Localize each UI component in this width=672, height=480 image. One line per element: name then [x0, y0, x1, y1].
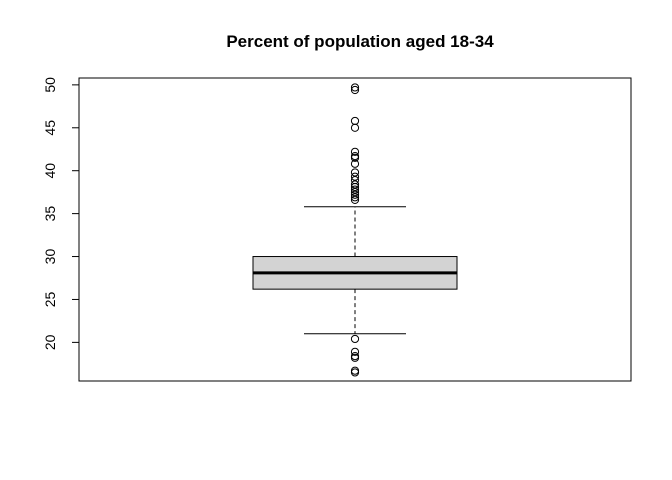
outlier-point — [350, 180, 360, 189]
outlier-point — [350, 85, 360, 95]
y-tick-label: 20 — [42, 334, 58, 350]
outlier-point — [350, 176, 360, 185]
outlier-point — [350, 159, 360, 168]
box-plot — [252, 206, 458, 335]
outlier-point — [350, 352, 360, 361]
y-tick-label: 30 — [42, 249, 58, 265]
outliers — [350, 83, 360, 377]
outlier-point — [350, 147, 360, 156]
outlier-point — [350, 185, 360, 194]
outlier-point — [350, 195, 360, 204]
outlier-point — [350, 347, 360, 356]
outlier-point — [350, 193, 360, 202]
y-tick-label: 45 — [42, 120, 58, 136]
chart-title: Percent of population aged 18-34 — [226, 32, 494, 51]
y-tick-label: 35 — [42, 206, 58, 222]
outlier-point — [350, 83, 360, 92]
outlier-point — [350, 168, 360, 177]
outlier-point — [350, 172, 360, 181]
outlier-point — [350, 123, 360, 132]
y-tick-label: 25 — [42, 291, 58, 307]
outlier-point — [350, 116, 360, 126]
outlier-point — [350, 188, 360, 197]
outlier-point — [350, 334, 360, 344]
y-axis: 20 25 30 35 40 45 50 — [42, 77, 80, 350]
outlier-point — [350, 368, 360, 377]
y-tick-label: 50 — [42, 77, 58, 93]
outlier-point — [350, 366, 360, 375]
outlier-point — [350, 190, 360, 199]
outlier-point — [350, 152, 360, 161]
y-tick-label: 40 — [42, 163, 58, 179]
